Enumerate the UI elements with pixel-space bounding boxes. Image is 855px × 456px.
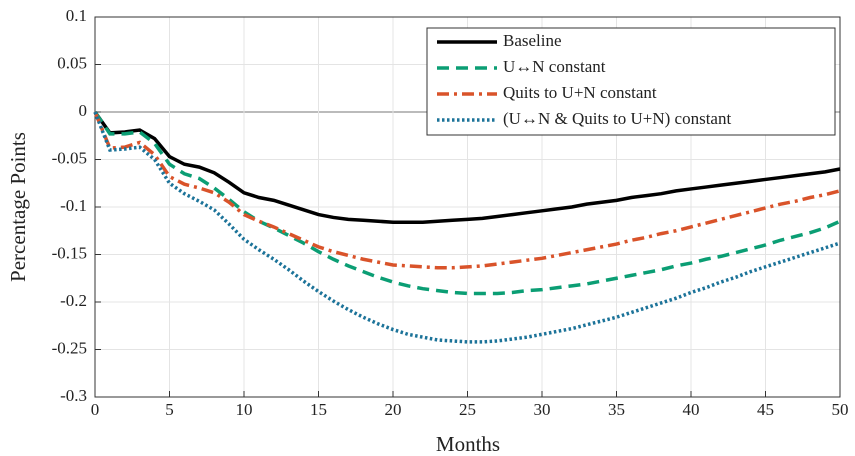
x-tick-label: 15	[310, 400, 327, 419]
legend-label: (U↔N & Quits to U+N) constant	[503, 109, 731, 128]
series-line	[93, 111, 841, 270]
y-tick-label: -0.2	[60, 291, 87, 310]
legend-label: Quits to U+N constant	[503, 83, 657, 102]
x-tick-label: 35	[608, 400, 625, 419]
series-line	[93, 110, 841, 224]
x-tick-label: 40	[683, 400, 700, 419]
series-line	[93, 111, 841, 344]
x-tick-label: 50	[832, 400, 849, 419]
plot-frame	[94, 16, 841, 398]
legend-label: U↔N constant	[503, 57, 606, 76]
y-tick-label: -0.3	[60, 386, 87, 405]
x-tick-label: 0	[91, 400, 100, 419]
legend-box	[426, 27, 836, 136]
x-tick-label: 30	[534, 400, 551, 419]
y-tick-label: 0.1	[66, 6, 87, 25]
x-axis-title: Months	[436, 432, 500, 456]
y-tick-label: -0.1	[60, 196, 87, 215]
legend-label: Baseline	[503, 31, 562, 50]
y-tick-label: 0.05	[57, 53, 87, 72]
y-tick-label: 0	[79, 101, 88, 120]
x-tick-label: 25	[459, 400, 476, 419]
x-tick-label: 45	[757, 400, 774, 419]
y-axis-title: Percentage Points	[6, 132, 30, 282]
series-line	[93, 111, 841, 296]
y-tick-label: -0.05	[52, 148, 87, 167]
x-tick-label: 5	[165, 400, 174, 419]
x-tick-label: 20	[385, 400, 402, 419]
x-tick-label: 10	[236, 400, 253, 419]
y-tick-label: -0.15	[52, 243, 87, 262]
y-tick-label: -0.25	[52, 338, 87, 357]
